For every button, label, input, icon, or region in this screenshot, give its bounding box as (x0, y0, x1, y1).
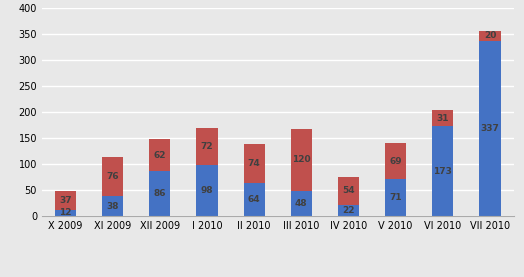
Bar (102, 196, 123, 216)
Bar (338, 177, 359, 205)
Bar (244, 183, 265, 216)
Bar (149, 139, 170, 171)
Text: 173: 173 (433, 167, 452, 176)
Text: 74: 74 (248, 159, 260, 168)
Text: 98: 98 (201, 186, 213, 195)
Bar (149, 171, 170, 216)
Text: 69: 69 (389, 157, 402, 166)
Text: 38: 38 (106, 202, 119, 211)
Text: 31: 31 (436, 114, 449, 123)
Bar (479, 31, 500, 41)
Bar (479, 41, 500, 216)
Text: 20: 20 (484, 31, 496, 40)
Text: 120: 120 (292, 155, 311, 165)
Text: 64: 64 (248, 195, 260, 204)
Text: 12: 12 (59, 209, 72, 217)
Text: 62: 62 (154, 151, 166, 160)
Text: 337: 337 (481, 124, 499, 133)
Bar (244, 144, 265, 183)
Text: 71: 71 (389, 193, 402, 202)
Text: 48: 48 (295, 199, 308, 208)
Bar (55, 210, 76, 216)
Bar (338, 205, 359, 216)
Text: 22: 22 (342, 206, 355, 215)
Bar (55, 191, 76, 210)
Text: 72: 72 (201, 142, 213, 151)
Bar (196, 128, 217, 165)
Bar (102, 157, 123, 196)
Text: 54: 54 (342, 186, 355, 195)
Bar (291, 191, 312, 216)
Bar (291, 129, 312, 191)
Bar (432, 126, 453, 216)
Bar (196, 165, 217, 216)
Bar (385, 179, 406, 216)
Bar (432, 110, 453, 126)
Bar (385, 143, 406, 179)
Text: 76: 76 (106, 172, 119, 181)
Text: 37: 37 (59, 196, 72, 205)
Text: 86: 86 (154, 189, 166, 198)
